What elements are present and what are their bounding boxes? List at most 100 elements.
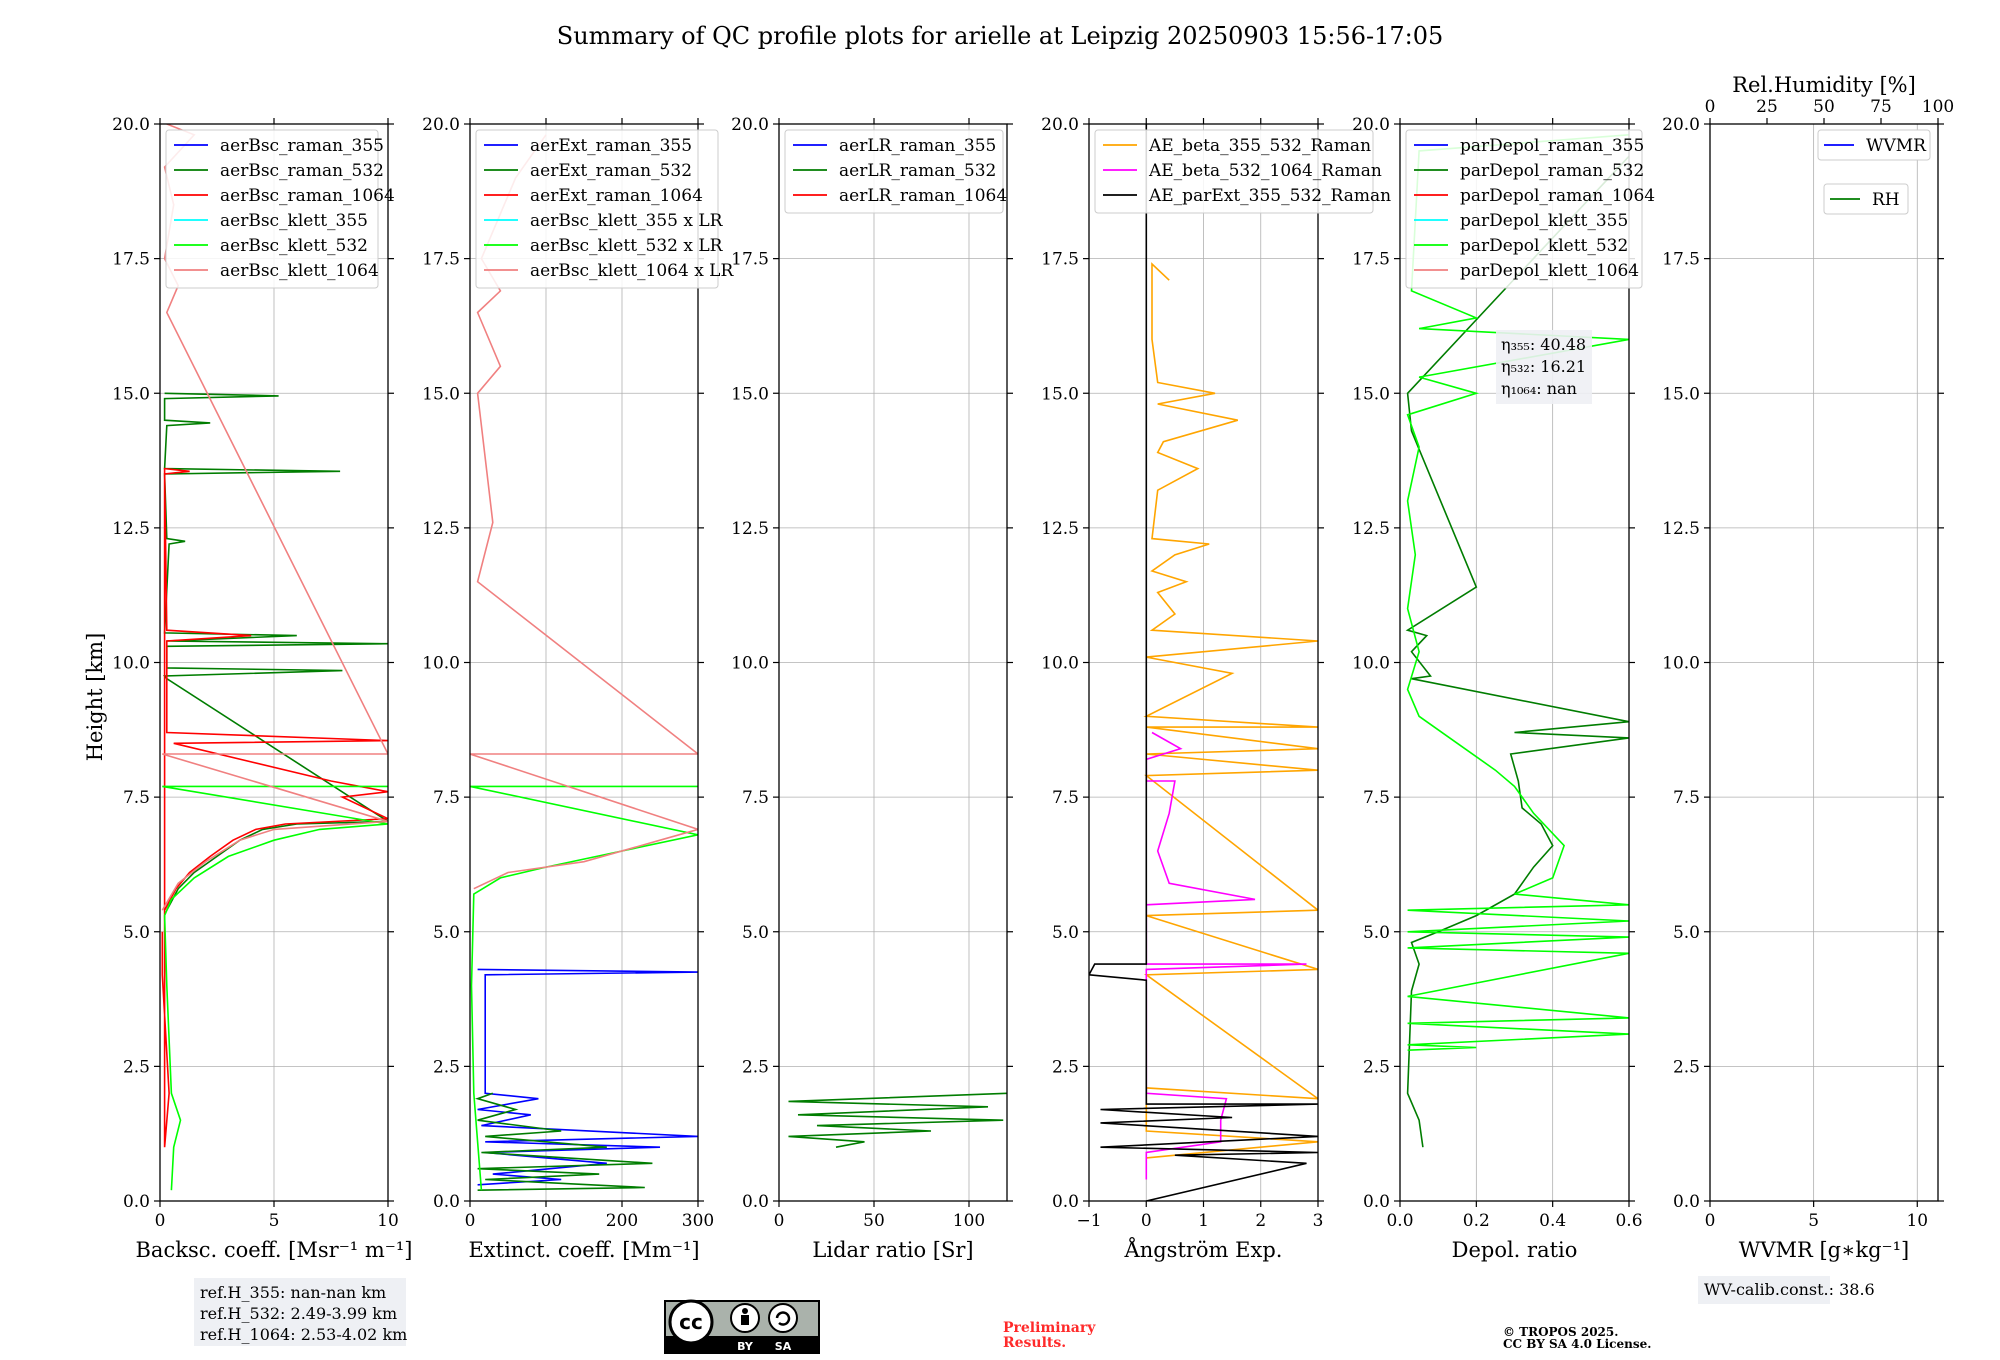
- top-tick-label: 50: [1813, 97, 1835, 117]
- cc-license-badge: cc BY SA: [664, 1299, 820, 1354]
- legend-label: aerBsc_klett_1064: [220, 261, 379, 281]
- x-tick-label: 0.4: [1539, 1211, 1566, 1231]
- copyright-line-1: © TROPOS 2025.: [1503, 1325, 1618, 1339]
- legend-box: [1405, 129, 1643, 289]
- y-tick-label: 12.5: [422, 519, 460, 539]
- x-tick-label: 2: [1255, 1211, 1266, 1231]
- x-axis-label: Extinct. coeff. [Mm⁻¹]: [468, 1238, 699, 1262]
- sa-arrow-icon: [775, 1311, 791, 1326]
- x-axis-label: Backsc. coeff. [Msr⁻¹ m⁻¹]: [136, 1238, 413, 1262]
- preliminary-line-1: Preliminary: [1003, 1320, 1096, 1336]
- sa-label: SA: [775, 1340, 792, 1353]
- eta-box: η₃₅₅: 40.48 η₅₃₂: 16.21 η₁₀₆₄: nan: [1496, 330, 1592, 404]
- x-tick-label: 5: [1808, 1211, 1819, 1231]
- y-tick-label: 5.0: [1052, 923, 1079, 943]
- y-tick-label: 12.5: [112, 519, 150, 539]
- y-tick-label: 5.0: [1673, 923, 1700, 943]
- subplot-lr: 0.0 2.5 5.0 7.5 10.0 12.5 15.0 17.5 20.0 0 50 100 Li…: [731, 115, 1013, 1262]
- subplot-depol: 0.0 2.5 5.0 7.5 10.0 12.5 15.0 17.5 20.0 0.0 0.2 0.…: [1352, 115, 1655, 1262]
- x-tick-label: 0: [465, 1211, 476, 1231]
- x-axis-label: Depol. ratio: [1452, 1238, 1578, 1262]
- eta-box-bg: [1496, 330, 1592, 404]
- legend-box-RH: [1823, 183, 1909, 215]
- y-tick-label: 17.5: [112, 250, 150, 270]
- series-line-aerExt_raman_532: [474, 1092, 653, 1191]
- y-tick-label: 20.0: [422, 115, 460, 135]
- y-tick-label: 20.0: [1041, 115, 1079, 135]
- y-tick-label: 17.5: [422, 250, 460, 270]
- y-tick-label: 0.0: [1052, 1192, 1079, 1212]
- y-tick-label: 12.5: [1662, 519, 1700, 539]
- legend-label: AE_parExt_355_532_Raman: [1148, 186, 1391, 206]
- ref-height-box-bg: [194, 1278, 406, 1346]
- x-axis-label: WVMR [g∗kg⁻¹]: [1739, 1238, 1910, 1262]
- subplot-ae: 0.0 2.5 5.0 7.5 10.0 12.5 15.0 17.5 20.0 −1 0 1 2 3 Ån…: [1041, 115, 1391, 1262]
- y-tick-label: 5.0: [1363, 923, 1390, 943]
- y-tick-label: 17.5: [1041, 250, 1079, 270]
- eta-1064: η₁₀₆₄: nan: [1501, 379, 1577, 398]
- y-tick-label: 10.0: [1662, 654, 1700, 674]
- wv-calib-box: WV-calib.const.: 38.6: [1698, 1276, 1875, 1304]
- ref-height-box: ref.H_355: nan-nan km ref.H_532: 2.49-3.…: [194, 1278, 407, 1346]
- series-line-aerBsc_raman_532: [162, 392, 388, 911]
- y-tick-label: 7.5: [123, 788, 150, 808]
- x-tick-label: 10: [1906, 1211, 1928, 1231]
- y-tick-label: 10.0: [1352, 654, 1390, 674]
- figure-title: Summary of QC profile plots for arielle …: [557, 22, 1443, 50]
- y-tick-label: 5.0: [433, 923, 460, 943]
- y-tick-label: 2.5: [1673, 1057, 1700, 1077]
- legend-label: aerBsc_raman_1064: [220, 186, 395, 206]
- legend-label: AE_beta_532_1064_Raman: [1148, 161, 1382, 181]
- x-tick-label: 300: [682, 1211, 714, 1231]
- sa-icon: [768, 1303, 798, 1333]
- x-tick-label: 100: [530, 1211, 562, 1231]
- by-person-head-icon: [742, 1308, 748, 1314]
- series-line-aerBsc_klett_532: [162, 785, 388, 1191]
- x-tick-label: 10: [377, 1211, 399, 1231]
- y-tick-label: 20.0: [1662, 115, 1700, 135]
- y-tick-label: 7.5: [1052, 788, 1079, 808]
- x-tick-label: 0: [1705, 1211, 1716, 1231]
- x-axis-label: Lidar ratio [Sr]: [812, 1238, 973, 1262]
- y-tick-label: 15.0: [1352, 384, 1390, 404]
- top-axis-label: Rel.Humidity [%]: [1732, 73, 1916, 97]
- x-tick-label: 0.6: [1615, 1211, 1642, 1231]
- preliminary-line-2: Results.: [1003, 1335, 1066, 1351]
- subplot-wv: 0.02.55.07.510.012.515.017.520.00 5 10WVMR…: [1662, 73, 1954, 1262]
- y-tick-label: 0.0: [1363, 1192, 1390, 1212]
- legend-label: RH: [1872, 190, 1900, 210]
- y-tick-label: 2.5: [1052, 1057, 1079, 1077]
- legend-label: aerBsc_raman_532: [220, 161, 384, 181]
- series-line-AE_beta_355_532_Raman: [1143, 262, 1318, 1159]
- subplot-bsc: 0.0 2.5 5.0 7.5 10.0 12.5 15.0 17.5 20.0 0 5 10 Back…: [112, 115, 412, 1262]
- cc-icon-text: cc: [679, 1310, 703, 1334]
- y-tick-label: 12.5: [731, 519, 769, 539]
- legend-label: parDepol_klett_1064: [1460, 261, 1639, 281]
- x-tick-label: 3: [1313, 1211, 1324, 1231]
- y-tick-label: 7.5: [433, 788, 460, 808]
- x-tick-label: 100: [953, 1211, 985, 1231]
- legend-label: parDepol_raman_355: [1460, 136, 1644, 156]
- x-tick-label: 50: [863, 1211, 885, 1231]
- y-tick-label: 5.0: [123, 923, 150, 943]
- legend-label: aerExt_raman_355: [530, 136, 692, 156]
- legend-label: aerBsc_klett_532 x LR: [530, 236, 724, 256]
- y-tick-label: 0.0: [433, 1192, 460, 1212]
- legend-label: parDepol_klett_355: [1460, 211, 1628, 231]
- legend-label: aerBsc_klett_355: [220, 211, 368, 231]
- series-line-parDepol_klett_532: [1406, 134, 1629, 1051]
- y-tick-label: 2.5: [433, 1057, 460, 1077]
- y-tick-label: 2.5: [742, 1057, 769, 1077]
- y-tick-label: 2.5: [1363, 1057, 1390, 1077]
- y-tick-label: 15.0: [422, 384, 460, 404]
- eta-532: η₅₃₂: 16.21: [1501, 357, 1586, 376]
- series-line-AE_parExt_355_532_Raman: [1089, 124, 1318, 1201]
- series-line-aerBsc_klett_532 x LR: [470, 785, 698, 1191]
- top-tick-label: 25: [1756, 97, 1778, 117]
- y-tick-label: 15.0: [1041, 384, 1079, 404]
- x-tick-label: 0: [1141, 1211, 1152, 1231]
- y-tick-label: 0.0: [1673, 1192, 1700, 1212]
- eta-355: η₃₅₅: 40.48: [1501, 335, 1586, 354]
- ref-height-line-2: ref.H_532: 2.49-3.99 km: [200, 1304, 397, 1323]
